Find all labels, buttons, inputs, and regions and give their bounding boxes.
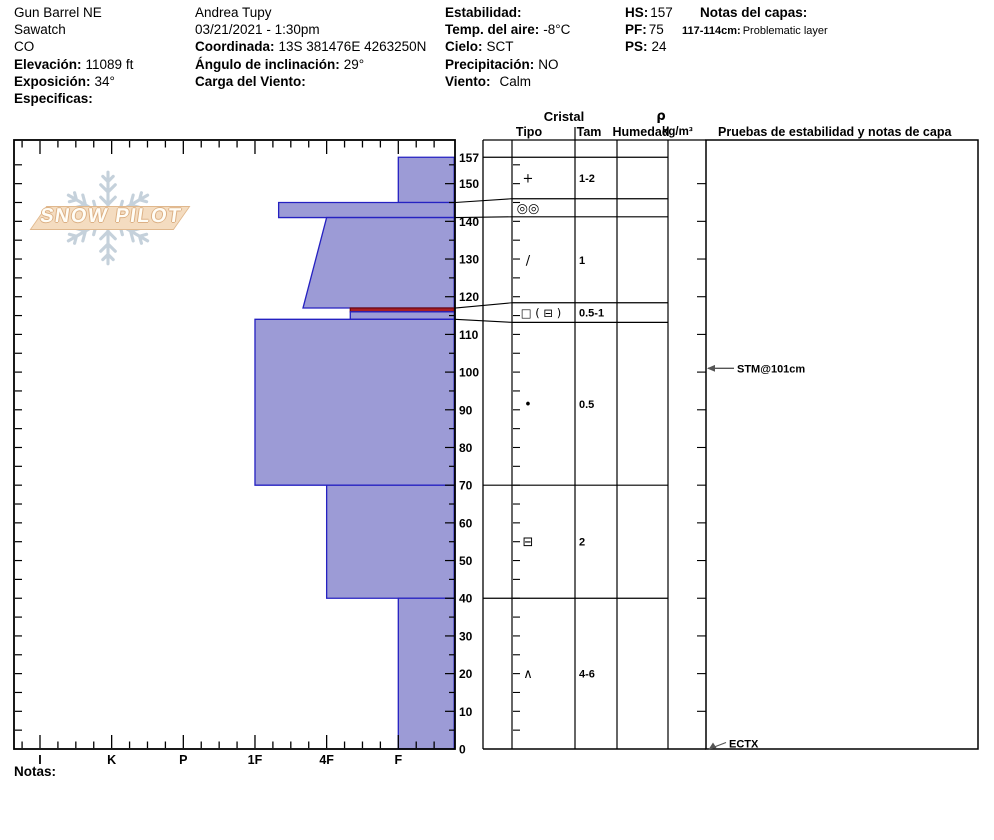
hardness-label-K: K: [107, 753, 116, 767]
snow-layer-114-70cm: [254, 318, 455, 486]
header-col-observation: Andrea Tupy 03/21/2021 - 1:30pm Coordina…: [195, 4, 426, 90]
grain-size-row-3: 0.5-1: [579, 308, 604, 320]
grain-row-connector-141: [454, 216, 513, 219]
snow-layer-157-145cm: [397, 156, 455, 204]
grain-size-row-6: 4-6: [579, 669, 595, 681]
aspect-row: Exposición: 34°: [14, 73, 115, 89]
stability-row: Estabilidad:: [445, 5, 522, 20]
mountain-range: Sawatch: [14, 22, 66, 38]
specifics-row: Especificas:: [14, 91, 93, 107]
grain-size-row-4: 0.5: [579, 399, 594, 411]
profile-plot-border: [13, 139, 456, 750]
depth-label-150: 150: [459, 177, 479, 191]
depth-label-70: 70: [459, 479, 473, 493]
depth-label-10: 10: [459, 705, 473, 719]
grain-size-row-0: 1-2: [579, 173, 595, 185]
depth-label-90: 90: [459, 403, 473, 417]
snow-layer-116-114cm: [349, 311, 455, 320]
depth-label-157: 157: [459, 151, 479, 165]
depth-label-130: 130: [459, 253, 479, 267]
grain-row-connector-145: [454, 198, 513, 204]
grain-row-connector-117: [454, 302, 513, 309]
depth-label-80: 80: [459, 441, 473, 455]
hardness-label-I: I: [38, 753, 41, 767]
hardness-layers-group: [254, 156, 455, 750]
density-rho-header: ρ: [656, 109, 665, 124]
test-arrowhead: [707, 364, 715, 372]
density-units-header: kg/m³: [662, 126, 693, 138]
snow-layer-70-40cm: [325, 484, 455, 599]
grain-type-symbol-row-4: •: [524, 397, 532, 412]
grain-type-symbol-row-2: ∕: [526, 253, 531, 268]
observation-datetime: 03/21/2021 - 1:30pm: [195, 22, 320, 38]
tam-header: Tam: [577, 125, 602, 139]
grain-size-row-2: 1: [579, 255, 585, 267]
depth-label-30: 30: [459, 629, 473, 643]
test-label-ECTX: ECTX: [729, 739, 759, 751]
coordinates-row: Coordinada: 13S 381476E 4263250N: [195, 39, 427, 55]
cristal-header: Cristal: [544, 109, 584, 124]
hardness-label-4F: 4F: [319, 753, 334, 767]
grain-type-symbol-row-5: ⊟: [523, 535, 534, 550]
chart-dynamic-group: 1571501401301201101009080706050403020100…: [15, 141, 805, 767]
snow-layer-141-117cm: [302, 216, 455, 309]
state: CO: [14, 39, 35, 55]
layer-notes-title: Notas del capas:: [700, 5, 808, 20]
header-col-location: Gun Barrel NE Sawatch CO Elevación: 11089…: [14, 4, 133, 107]
air-temp-row: Temp. del aire: -8°C: [445, 22, 571, 38]
stability-tests-panel-border: [705, 139, 979, 750]
layer-note-item: 117-114cm: Problematic layer: [682, 25, 828, 37]
header-col-weather: Estabilidad: Temp. del aire: -8°C Cielo: S…: [445, 4, 570, 90]
depth-label-50: 50: [459, 554, 473, 568]
test-label-STM@101cm: STM@101cm: [737, 363, 805, 375]
hs-row: HS: 157: [625, 5, 673, 20]
wind-loading-row: Carga del Viento:: [195, 73, 306, 89]
header-col-snow-metrics: HS: 157 PF: 75 PS: 24: [625, 4, 673, 56]
depth-label-110: 110: [459, 328, 479, 342]
humedad-header: Humedad: [613, 125, 670, 139]
depth-label-0: 0: [459, 743, 466, 757]
depth-label-40: 40: [459, 592, 473, 606]
footer-notes-label: Notas:: [14, 764, 57, 779]
grain-size-row-5: 2: [579, 537, 585, 549]
grain-type-symbol-row-0: +: [523, 171, 534, 186]
grain-type-symbol-row-6: ∧: [523, 667, 533, 682]
depth-label-60: 60: [459, 516, 473, 530]
ps-row: PS: 24: [625, 39, 667, 55]
sky-row: Cielo: SCT: [445, 39, 514, 55]
hardness-label-P: P: [179, 753, 187, 767]
wind-row: Viento: Calm: [445, 73, 532, 89]
grain-type-symbol-row-1: ◎◎: [517, 201, 540, 216]
site-name: Gun Barrel NE: [14, 5, 102, 20]
depth-label-100: 100: [459, 366, 479, 380]
grain-type-symbol-row-3: □ ( ⊟ ): [521, 306, 561, 320]
grain-row-connector-114: [454, 318, 513, 323]
elevation-row: Elevación: 11089 ft: [14, 56, 134, 72]
snow-layer-145-141cm: [277, 201, 455, 219]
test-arrowhead: [708, 742, 717, 750]
depth-label-20: 20: [459, 667, 473, 681]
depth-label-140: 140: [459, 215, 479, 229]
hardness-label-F: F: [394, 753, 402, 767]
depth-label-120: 120: [459, 290, 479, 304]
hardness-label-1F: 1F: [248, 753, 263, 767]
tipo-header: Tipo: [516, 125, 543, 139]
observer-name: Andrea Tupy: [195, 5, 272, 20]
precip-row: Precipitación: NO: [445, 56, 559, 72]
slope-angle-row: Ángulo de inclinación: 29°: [195, 56, 365, 72]
pf-row: PF: 75: [625, 22, 664, 38]
stability-tests-header: Pruebas de estabilidad y notas de capa: [718, 125, 952, 139]
